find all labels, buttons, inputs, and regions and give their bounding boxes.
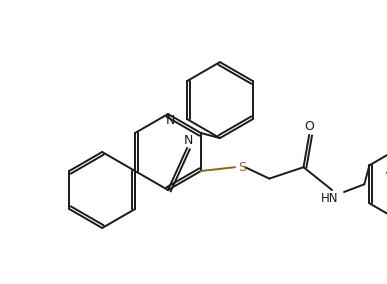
Text: S: S [238, 161, 246, 174]
Text: O: O [304, 120, 314, 133]
Text: N: N [165, 114, 175, 126]
Text: HN: HN [321, 191, 339, 204]
Text: N: N [184, 134, 193, 147]
